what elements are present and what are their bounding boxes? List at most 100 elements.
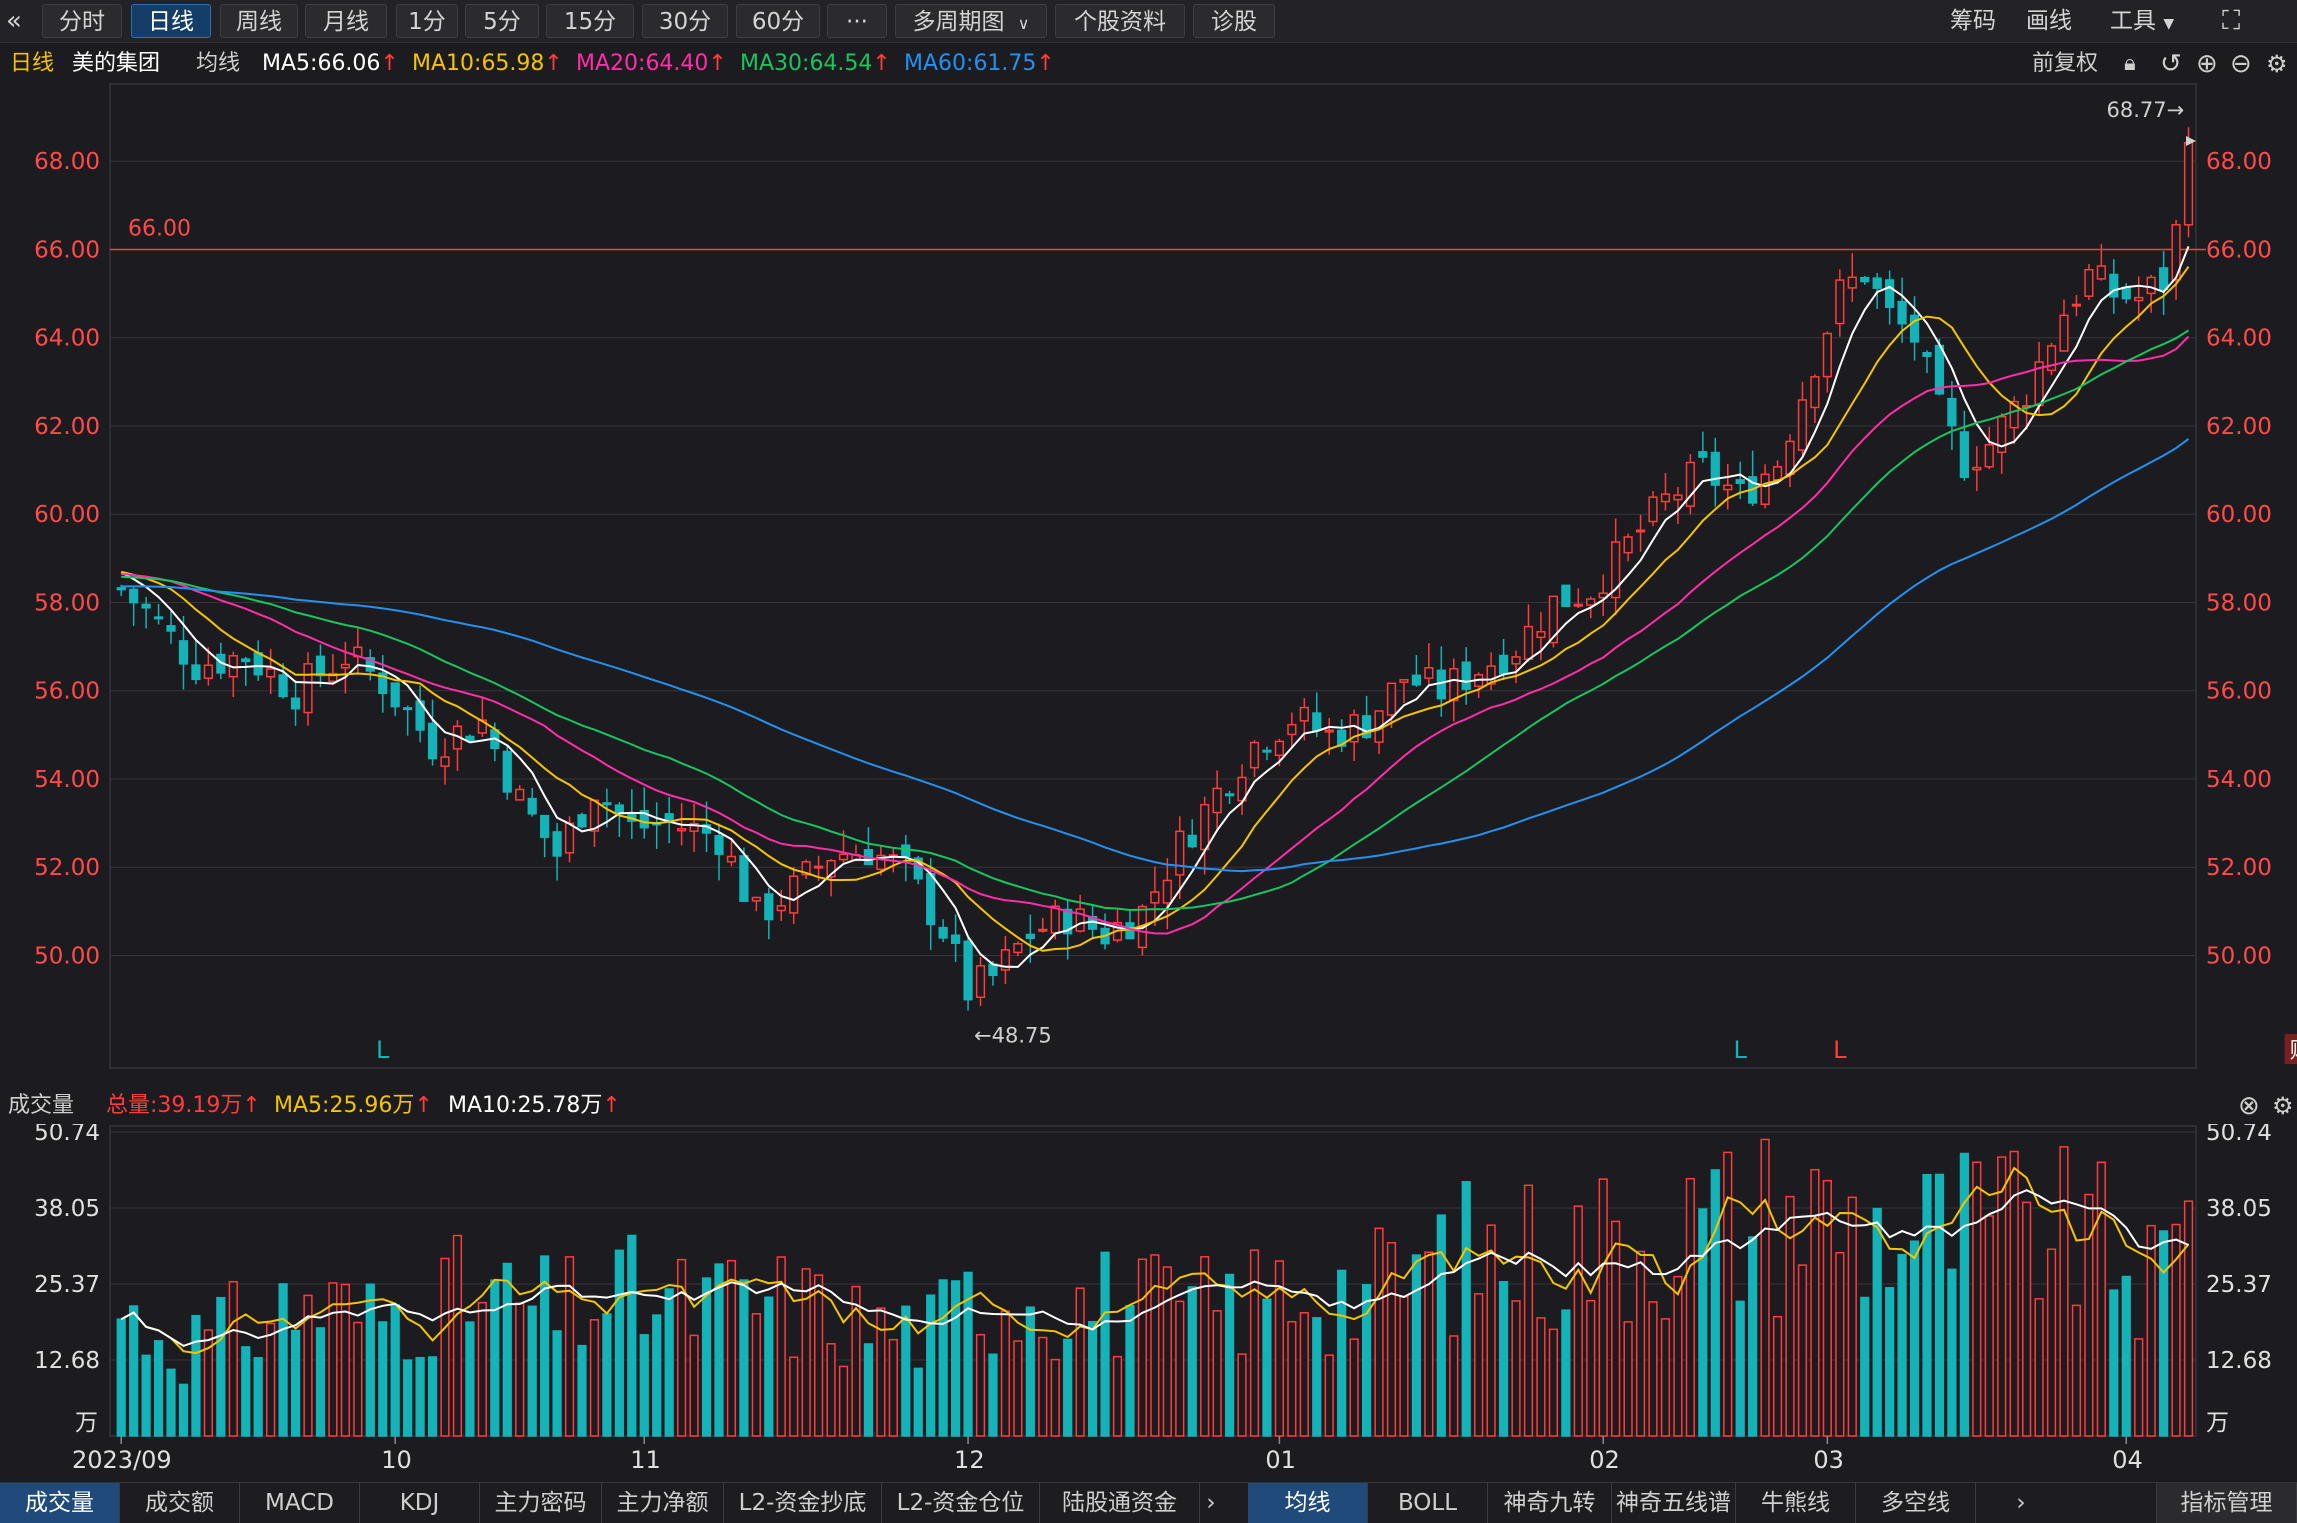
multi-period-button[interactable]: 多周期图 ∨ bbox=[895, 4, 1047, 38]
volume-bar[interactable] bbox=[1723, 1151, 1733, 1437]
volume-bar[interactable] bbox=[814, 1274, 824, 1437]
candle-body[interactable] bbox=[1038, 928, 1048, 932]
volume-bar[interactable] bbox=[1287, 1320, 1297, 1437]
candle-body[interactable] bbox=[1760, 473, 1770, 506]
candle-body[interactable] bbox=[577, 814, 587, 828]
more-button[interactable]: ··· bbox=[827, 4, 887, 38]
draw-line-button[interactable]: 画线 bbox=[2026, 8, 2072, 34]
volume-bar[interactable] bbox=[2109, 1289, 2119, 1437]
volume-bar[interactable] bbox=[564, 1256, 575, 1437]
candle-body[interactable] bbox=[1586, 598, 1596, 606]
ma-label[interactable]: 均线 bbox=[196, 51, 241, 76]
candle-body[interactable] bbox=[2134, 296, 2144, 302]
volume-bar[interactable] bbox=[390, 1304, 400, 1437]
indicator-tab-right-2[interactable]: 神奇九转 bbox=[1488, 1483, 1612, 1523]
volume-bar[interactable] bbox=[1125, 1304, 1135, 1437]
indicator-tab-right-5[interactable]: 多空线 bbox=[1856, 1483, 1976, 1523]
candle-body[interactable] bbox=[1025, 933, 1035, 940]
volume-bar[interactable] bbox=[153, 1340, 164, 1437]
volume-bar[interactable] bbox=[1785, 1195, 1795, 1437]
candle-body[interactable] bbox=[1175, 830, 1185, 876]
candle-body[interactable] bbox=[390, 682, 400, 708]
candle-body[interactable] bbox=[714, 835, 724, 855]
indicator-tab-left-3[interactable]: KDJ bbox=[360, 1483, 480, 1523]
chips-button[interactable]: 筹码 bbox=[1950, 8, 1996, 34]
volume-bar[interactable] bbox=[116, 1318, 126, 1437]
candle-body[interactable] bbox=[975, 965, 986, 999]
volume-bar[interactable] bbox=[1822, 1179, 1832, 1437]
indicator-tab-left-7[interactable]: L2-资金仓位 bbox=[882, 1483, 1040, 1523]
candle-body[interactable] bbox=[1660, 493, 1671, 503]
candle-body[interactable] bbox=[1262, 749, 1272, 753]
fullscreen-icon[interactable]: ⛶ bbox=[2222, 6, 2241, 36]
period-button-3[interactable]: 月线 bbox=[305, 4, 387, 38]
candle-body[interactable] bbox=[838, 853, 849, 861]
candle-body[interactable] bbox=[141, 603, 151, 609]
period-button-6[interactable]: 15分 bbox=[546, 4, 634, 38]
candle-body[interactable] bbox=[1972, 466, 1982, 471]
volume-bar[interactable] bbox=[552, 1330, 562, 1437]
volume-bar[interactable] bbox=[1000, 1310, 1011, 1437]
volume-bar[interactable] bbox=[1150, 1254, 1160, 1437]
volume-bar[interactable] bbox=[490, 1279, 500, 1437]
candle-body[interactable] bbox=[689, 822, 699, 832]
volume-bar[interactable] bbox=[1673, 1275, 1683, 1437]
candle-body[interactable] bbox=[1150, 891, 1160, 904]
volume-bar[interactable] bbox=[1611, 1220, 1621, 1437]
candle-body[interactable] bbox=[938, 926, 948, 939]
candle-body[interactable] bbox=[178, 640, 189, 665]
volume-bar[interactable] bbox=[253, 1357, 263, 1437]
candle-body[interactable] bbox=[2171, 224, 2181, 281]
adjust-label[interactable]: 前复权 bbox=[2032, 51, 2099, 76]
volume-bar[interactable] bbox=[1187, 1286, 1197, 1437]
candle-body[interactable] bbox=[963, 940, 973, 1001]
candle-body[interactable] bbox=[328, 672, 338, 683]
period-button-4[interactable]: 1分 bbox=[396, 4, 458, 38]
volume-bar[interactable] bbox=[1312, 1317, 1322, 1437]
volume-bar[interactable] bbox=[801, 1268, 811, 1437]
candle-body[interactable] bbox=[278, 674, 288, 698]
volume-bar[interactable] bbox=[2071, 1304, 2082, 1437]
candle-body[interactable] bbox=[303, 663, 313, 714]
volume-bar[interactable] bbox=[1063, 1338, 1073, 1437]
candle-body[interactable] bbox=[253, 652, 263, 676]
volume-bar[interactable] bbox=[1872, 1207, 1882, 1437]
candle-body[interactable] bbox=[2146, 276, 2156, 295]
volume-bar[interactable] bbox=[1038, 1336, 1048, 1437]
volume-bar[interactable] bbox=[2159, 1230, 2169, 1437]
candle-body[interactable] bbox=[1872, 277, 1882, 289]
event-markers[interactable]: LLL财L bbox=[376, 1034, 2297, 1064]
volume-bar[interactable] bbox=[2171, 1223, 2181, 1437]
lock-icon[interactable]: 🔒︎ bbox=[2124, 51, 2136, 76]
settings-icon[interactable]: ⚙ bbox=[2266, 50, 2288, 78]
volume-bar[interactable] bbox=[1299, 1312, 1309, 1437]
volume-bar[interactable] bbox=[2134, 1338, 2144, 1437]
volume-bar[interactable] bbox=[1523, 1184, 1534, 1437]
candle-body[interactable] bbox=[602, 802, 612, 806]
volume-bar[interactable] bbox=[1337, 1269, 1347, 1437]
candle-body[interactable] bbox=[1212, 787, 1222, 814]
volume-bar[interactable] bbox=[527, 1305, 537, 1437]
candle-body[interactable] bbox=[2009, 400, 2019, 429]
volume-bar[interactable] bbox=[166, 1368, 176, 1437]
candle-body[interactable] bbox=[427, 722, 438, 760]
volume-bar[interactable] bbox=[1984, 1215, 1994, 1437]
indicator-tab-right-3[interactable]: 神奇五线谱 bbox=[1612, 1483, 1736, 1523]
candle-body[interactable] bbox=[1511, 656, 1521, 665]
volume-bar[interactable] bbox=[216, 1296, 226, 1437]
candle-body[interactable] bbox=[153, 616, 164, 620]
volume-bar[interactable] bbox=[1536, 1317, 1546, 1437]
volume-bar[interactable] bbox=[1860, 1296, 1870, 1437]
zoom-in-icon[interactable]: ⊕ bbox=[2196, 49, 2218, 79]
indicator-manage-button[interactable]: 指标管理 bbox=[2156, 1483, 2297, 1523]
volume-bar[interactable] bbox=[714, 1263, 724, 1437]
period-button-0[interactable]: 分时 bbox=[42, 4, 122, 38]
volume-bar[interactable] bbox=[1660, 1318, 1671, 1437]
volume-bar[interactable] bbox=[515, 1302, 525, 1437]
candle-body[interactable] bbox=[1997, 415, 2007, 454]
candle-body[interactable] bbox=[950, 934, 961, 944]
volume-bar[interactable] bbox=[1461, 1181, 1471, 1437]
period-button-2[interactable]: 周线 bbox=[220, 4, 298, 38]
volume-bar[interactable] bbox=[1112, 1355, 1123, 1437]
candle-body[interactable] bbox=[1312, 712, 1322, 732]
